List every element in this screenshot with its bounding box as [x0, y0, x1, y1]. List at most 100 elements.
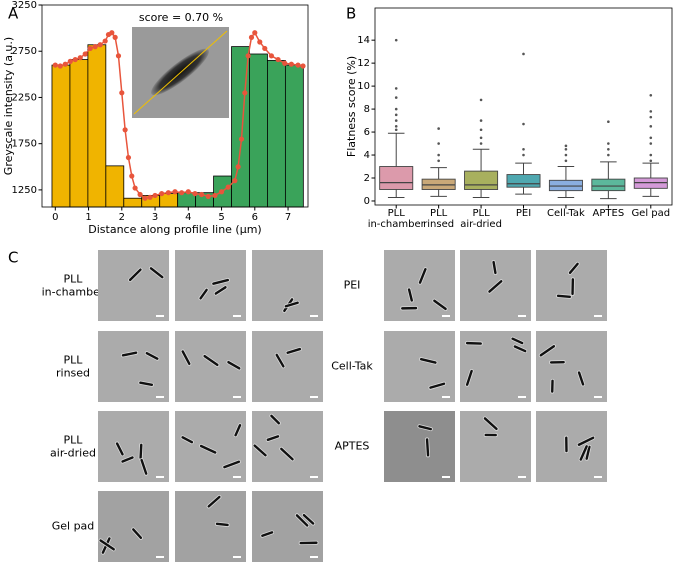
flier — [564, 147, 568, 151]
y-tick-label: 0 — [364, 196, 370, 207]
profile-point — [225, 184, 231, 190]
flier — [437, 142, 440, 145]
flier — [564, 153, 568, 157]
cell — [234, 424, 242, 437]
cell — [223, 460, 241, 469]
cell — [511, 337, 524, 345]
flier — [649, 115, 653, 119]
micrograph — [536, 411, 607, 482]
condition-label: PLL — [64, 354, 84, 367]
profile-point — [57, 63, 63, 69]
cell — [261, 531, 274, 537]
cell — [181, 436, 194, 444]
flier — [479, 142, 483, 145]
profile-point — [235, 164, 241, 170]
condition-label: PLL — [64, 434, 84, 447]
flier — [649, 153, 653, 157]
micrograph — [252, 411, 323, 482]
flier — [394, 128, 398, 132]
profile-point — [218, 189, 225, 195]
cell — [121, 351, 138, 357]
cell — [419, 357, 437, 364]
histogram-bar — [249, 53, 268, 208]
cell — [214, 286, 227, 295]
profile-point — [122, 127, 128, 133]
flier — [479, 136, 483, 140]
box — [464, 170, 499, 190]
histogram-bar — [284, 64, 304, 208]
profile-point — [72, 56, 78, 63]
annotation: score = 0.70 % — [139, 11, 223, 24]
cell — [429, 382, 446, 389]
y-tick-label: 6 — [364, 127, 370, 138]
cell — [128, 268, 142, 282]
x-tick-label: 6 — [252, 212, 258, 223]
micrograph — [252, 331, 323, 402]
cell — [585, 445, 591, 460]
cell — [465, 369, 473, 386]
cell — [99, 539, 115, 551]
flier — [394, 125, 398, 128]
profile-point — [125, 154, 132, 161]
y-tick-label: 12 — [357, 58, 370, 69]
profile-point — [238, 136, 245, 142]
plot-frame — [374, 7, 673, 206]
flier — [607, 147, 610, 151]
flier — [479, 98, 483, 102]
plot-frame — [41, 4, 309, 208]
cell — [199, 288, 208, 300]
profile-point — [67, 58, 73, 64]
flier — [649, 159, 653, 163]
x-tick-label: PLL — [430, 208, 448, 219]
cell — [215, 522, 229, 527]
cell — [270, 414, 281, 425]
profile-point — [288, 61, 294, 67]
x-tick-label: 5 — [218, 212, 224, 223]
profile-point — [82, 51, 88, 57]
x-tick-label: in-chamber — [368, 219, 426, 230]
condition-label: PEI — [344, 279, 361, 292]
histogram-bar — [267, 60, 286, 208]
profile-point — [242, 90, 248, 96]
x-tick-label: Cell-Tak — [547, 208, 585, 219]
cell — [275, 353, 285, 368]
cell — [433, 299, 447, 311]
flier — [394, 38, 398, 42]
cell — [121, 456, 134, 463]
profile-point — [282, 60, 288, 66]
profile-point — [132, 185, 138, 191]
flier — [479, 128, 483, 132]
profile-point — [248, 34, 255, 40]
profile-point — [97, 42, 103, 48]
condition-label: in-chamber — [42, 286, 105, 299]
x-tick-label: PLL — [472, 208, 490, 219]
x-tick-label: 0 — [52, 212, 58, 223]
flier — [649, 125, 653, 128]
panel-a: 0 1 2 3 4 5 6 7 1250 1750 2250 2750 3250 Distance alo… — [2, 0, 309, 236]
profile-point — [92, 44, 98, 50]
x-tick-label: 1 — [85, 212, 91, 223]
histogram-bar — [123, 197, 143, 208]
flier — [437, 159, 440, 163]
cell — [492, 260, 497, 275]
flier — [564, 144, 568, 148]
profile-point — [112, 34, 118, 40]
profile-point — [147, 194, 153, 200]
box — [591, 178, 626, 192]
flier — [607, 120, 610, 124]
x-tick-label: PLL — [388, 208, 406, 219]
profile-point — [137, 191, 143, 198]
cell — [407, 288, 413, 302]
panel-label: A — [8, 5, 19, 23]
cell — [418, 268, 427, 284]
cell — [284, 301, 299, 308]
y-tick-label: 4 — [364, 150, 370, 161]
cell — [302, 513, 315, 525]
micrograph — [175, 491, 246, 562]
cell — [488, 280, 503, 293]
cell — [115, 442, 124, 456]
y-tick-label: 14 — [357, 35, 370, 46]
